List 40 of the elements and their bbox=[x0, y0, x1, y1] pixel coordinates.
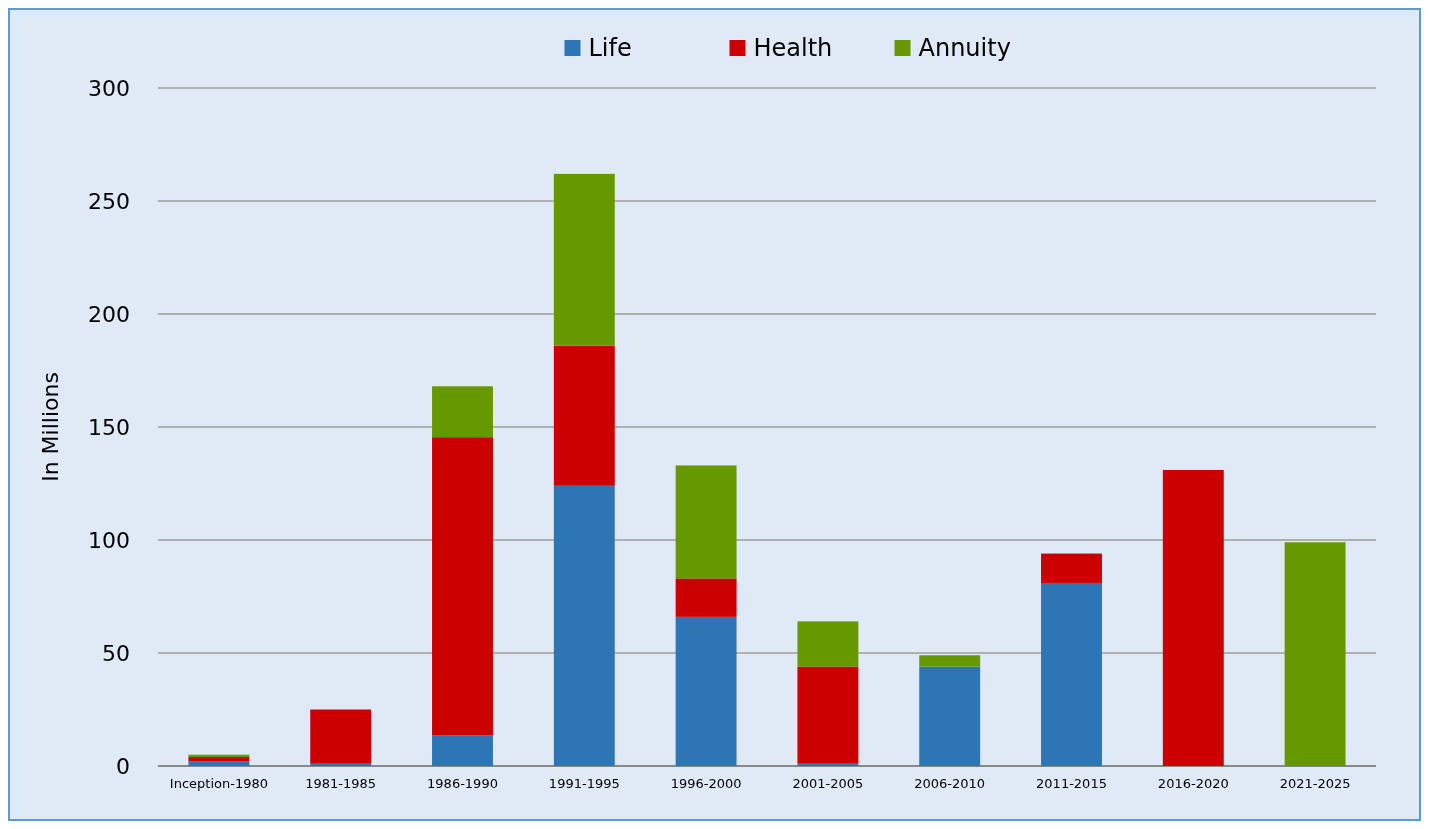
y-tick-label: 100 bbox=[88, 527, 130, 553]
y-tick-label: 300 bbox=[88, 75, 130, 101]
x-tick-label: 2021-2025 bbox=[1279, 776, 1351, 791]
x-tick-label: 1991-1995 bbox=[548, 776, 620, 791]
bar bbox=[919, 655, 981, 667]
y-tick-label: 250 bbox=[88, 188, 130, 214]
x-tick-label: 1986-1990 bbox=[427, 776, 498, 791]
y-axis-title: In Millions bbox=[38, 372, 63, 482]
bar bbox=[553, 485, 615, 766]
bar bbox=[310, 709, 372, 764]
x-tick-label: 1981-1985 bbox=[305, 776, 377, 791]
x-tick-label: 1996-2000 bbox=[670, 776, 742, 791]
y-tick-label: 50 bbox=[102, 640, 130, 666]
y-tick-label: 0 bbox=[116, 753, 130, 779]
bar bbox=[1041, 553, 1102, 583]
bar bbox=[1041, 582, 1102, 766]
bar bbox=[432, 735, 493, 766]
legend-label: Health bbox=[753, 34, 833, 63]
bar bbox=[919, 666, 981, 766]
bar bbox=[675, 616, 737, 766]
bar bbox=[1162, 469, 1224, 766]
bar bbox=[797, 621, 859, 667]
bar bbox=[675, 465, 737, 579]
legend-label: Annuity bbox=[918, 34, 1011, 63]
legend-label: Life bbox=[588, 34, 632, 63]
bar bbox=[188, 761, 250, 766]
bar bbox=[553, 345, 615, 486]
x-tick-label: 2001-2005 bbox=[792, 776, 864, 791]
y-tick-label: 200 bbox=[88, 301, 130, 327]
x-tick-label: 2011-2015 bbox=[1036, 776, 1107, 791]
bar bbox=[1284, 542, 1346, 766]
bar bbox=[432, 437, 493, 736]
bar bbox=[675, 578, 737, 617]
bar bbox=[432, 386, 493, 438]
bar bbox=[797, 666, 859, 764]
y-tick-label: 150 bbox=[88, 414, 130, 440]
x-tick-label: Inception-1980 bbox=[169, 776, 268, 791]
x-tick-label: 2006-2010 bbox=[914, 776, 986, 791]
bar bbox=[553, 173, 615, 346]
x-tick-label: 2016-2020 bbox=[1157, 776, 1229, 791]
